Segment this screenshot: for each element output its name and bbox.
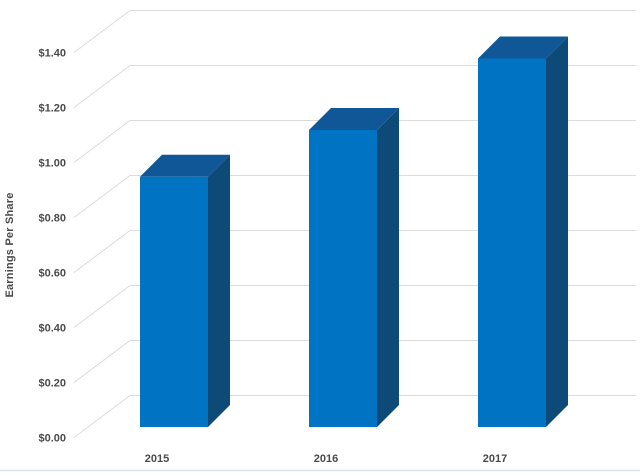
gridline-$0.60 (73, 230, 636, 273)
y-tick-label-$0.60: $0.60 (38, 268, 66, 280)
gridline-$0.80 (73, 175, 636, 218)
bar-2016-front-face (309, 130, 377, 427)
bar-2015-side-face (208, 154, 230, 427)
y-tick-label-$1.00: $1.00 (38, 158, 66, 170)
gridline-$0.20 (73, 340, 636, 383)
y-axis-tick-labels: $0.00 $0.20 $0.40 $0.60 $0.80 $1.00 $1.20 $1.40 (38, 48, 66, 445)
x-category-label-2016: 2016 (314, 453, 338, 465)
x-axis-category-labels: 2015 2016 2017 (145, 453, 507, 465)
bar-2015 (140, 154, 230, 427)
bars (140, 36, 568, 427)
gridline-$1.00 (73, 120, 636, 163)
y-tick-label-$1.40: $1.40 (38, 48, 66, 60)
bar-2015-top-face (140, 154, 230, 177)
gridline-$0.00 (73, 395, 636, 438)
x-category-label-2017: 2017 (483, 453, 507, 465)
y-tick-label-$1.20: $1.20 (38, 103, 66, 115)
bar-2016-top-face (309, 108, 399, 130)
x-category-label-2015: 2015 (145, 453, 169, 465)
bar-2016-side-face (377, 108, 399, 427)
gridlines (73, 10, 636, 438)
bar-2017 (478, 36, 568, 427)
bar-2017-side-face (546, 36, 568, 427)
gridline-$1.20 (73, 65, 636, 108)
y-tick-label-$0.20: $0.20 (38, 378, 66, 390)
bar-2017-front-face (478, 58, 546, 427)
bar-2016 (309, 108, 399, 427)
gridline-$0.40 (73, 285, 636, 328)
bar-2017-top-face (478, 36, 568, 59)
y-tick-label-$0.80: $0.80 (38, 213, 66, 225)
y-tick-label-$0.00: $0.00 (38, 433, 66, 445)
y-axis-title: Earnings Per Share (4, 192, 16, 297)
gridline-$1.40 (73, 10, 636, 53)
y-tick-label-$0.40: $0.40 (38, 323, 66, 335)
bar-2015-front-face (140, 176, 208, 427)
